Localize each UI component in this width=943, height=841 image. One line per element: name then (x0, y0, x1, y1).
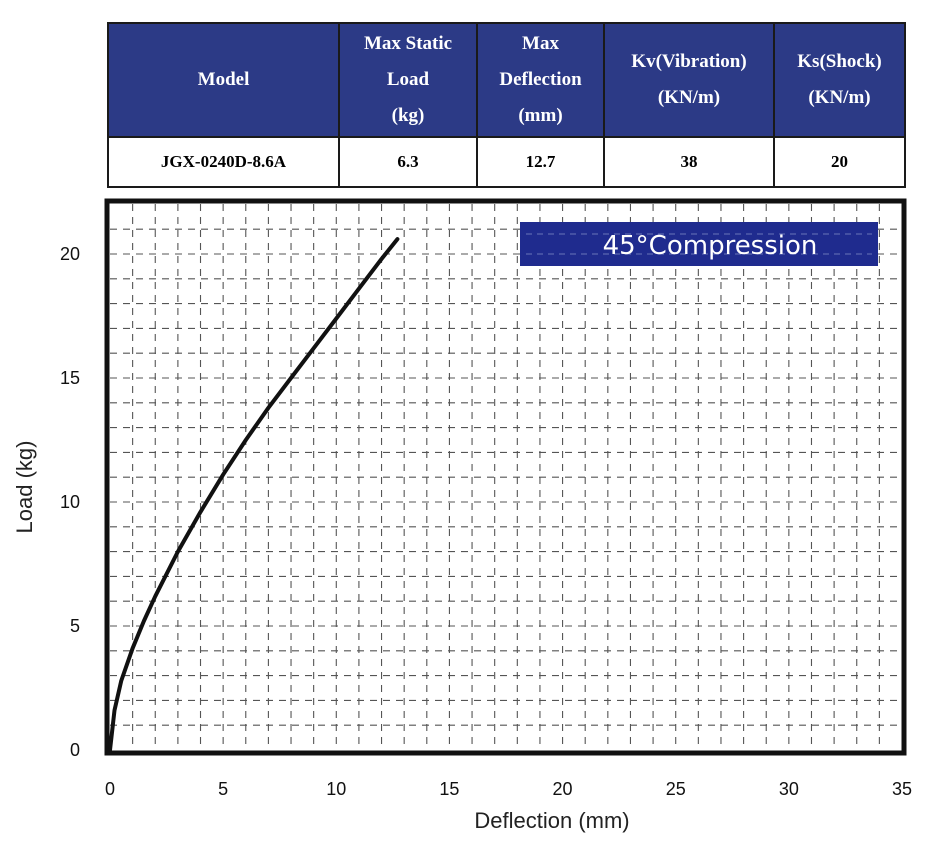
spec-header-row: Model Max Static Load (kg) Max Deflection (m… (107, 22, 906, 138)
y-axis-label: Load (kg) (12, 441, 37, 534)
spec-data-row: JGX-0240D-8.6A 6.3 12.7 38 20 (107, 136, 906, 188)
x-tick-label: 25 (666, 779, 686, 799)
header-model: Model (107, 22, 340, 138)
plot-frame (104, 198, 907, 756)
cell-ks: 20 (773, 136, 906, 188)
cell-max-deflection: 12.7 (476, 136, 605, 188)
cell-model: JGX-0240D-8.6A (107, 136, 340, 188)
x-tick-label: 15 (439, 779, 459, 799)
header-ks-shock: Ks(Shock) (KN/m) (773, 22, 906, 138)
cell-kv: 38 (603, 136, 775, 188)
annotation-text: 45°Compression (603, 231, 818, 261)
y-tick-label: 10 (60, 492, 80, 512)
x-tick-label: 30 (779, 779, 799, 799)
y-axis-ticks: 0 5 10 15 20 (60, 244, 80, 760)
y-tick-label: 20 (60, 244, 80, 264)
header-kv-vibration: Kv(Vibration) (KN/m) (603, 22, 775, 138)
y-tick-label: 5 (70, 616, 80, 636)
y-tick-label: 0 (70, 740, 80, 760)
header-max-deflection: Max Deflection (mm) (476, 22, 605, 138)
header-max-static-load: Max Static Load (kg) (338, 22, 478, 138)
x-tick-label: 20 (553, 779, 573, 799)
x-tick-label: 5 (218, 779, 228, 799)
load-curve (108, 237, 400, 752)
chart-annotation: 45°Compression (520, 222, 878, 266)
y-tick-label: 15 (60, 368, 80, 388)
cell-max-static-load: 6.3 (338, 136, 478, 188)
x-tick-label: 10 (326, 779, 346, 799)
annotation-box (520, 222, 878, 266)
x-tick-label: 0 (105, 779, 115, 799)
chart-grid (110, 204, 902, 750)
x-axis-ticks: 0 5 10 15 20 25 30 35 (105, 779, 912, 799)
x-axis-label: Deflection (mm) (474, 808, 629, 833)
spec-table: Model Max Static Load (kg) Max Deflection (m… (107, 22, 906, 188)
x-tick-label: 35 (892, 779, 912, 799)
